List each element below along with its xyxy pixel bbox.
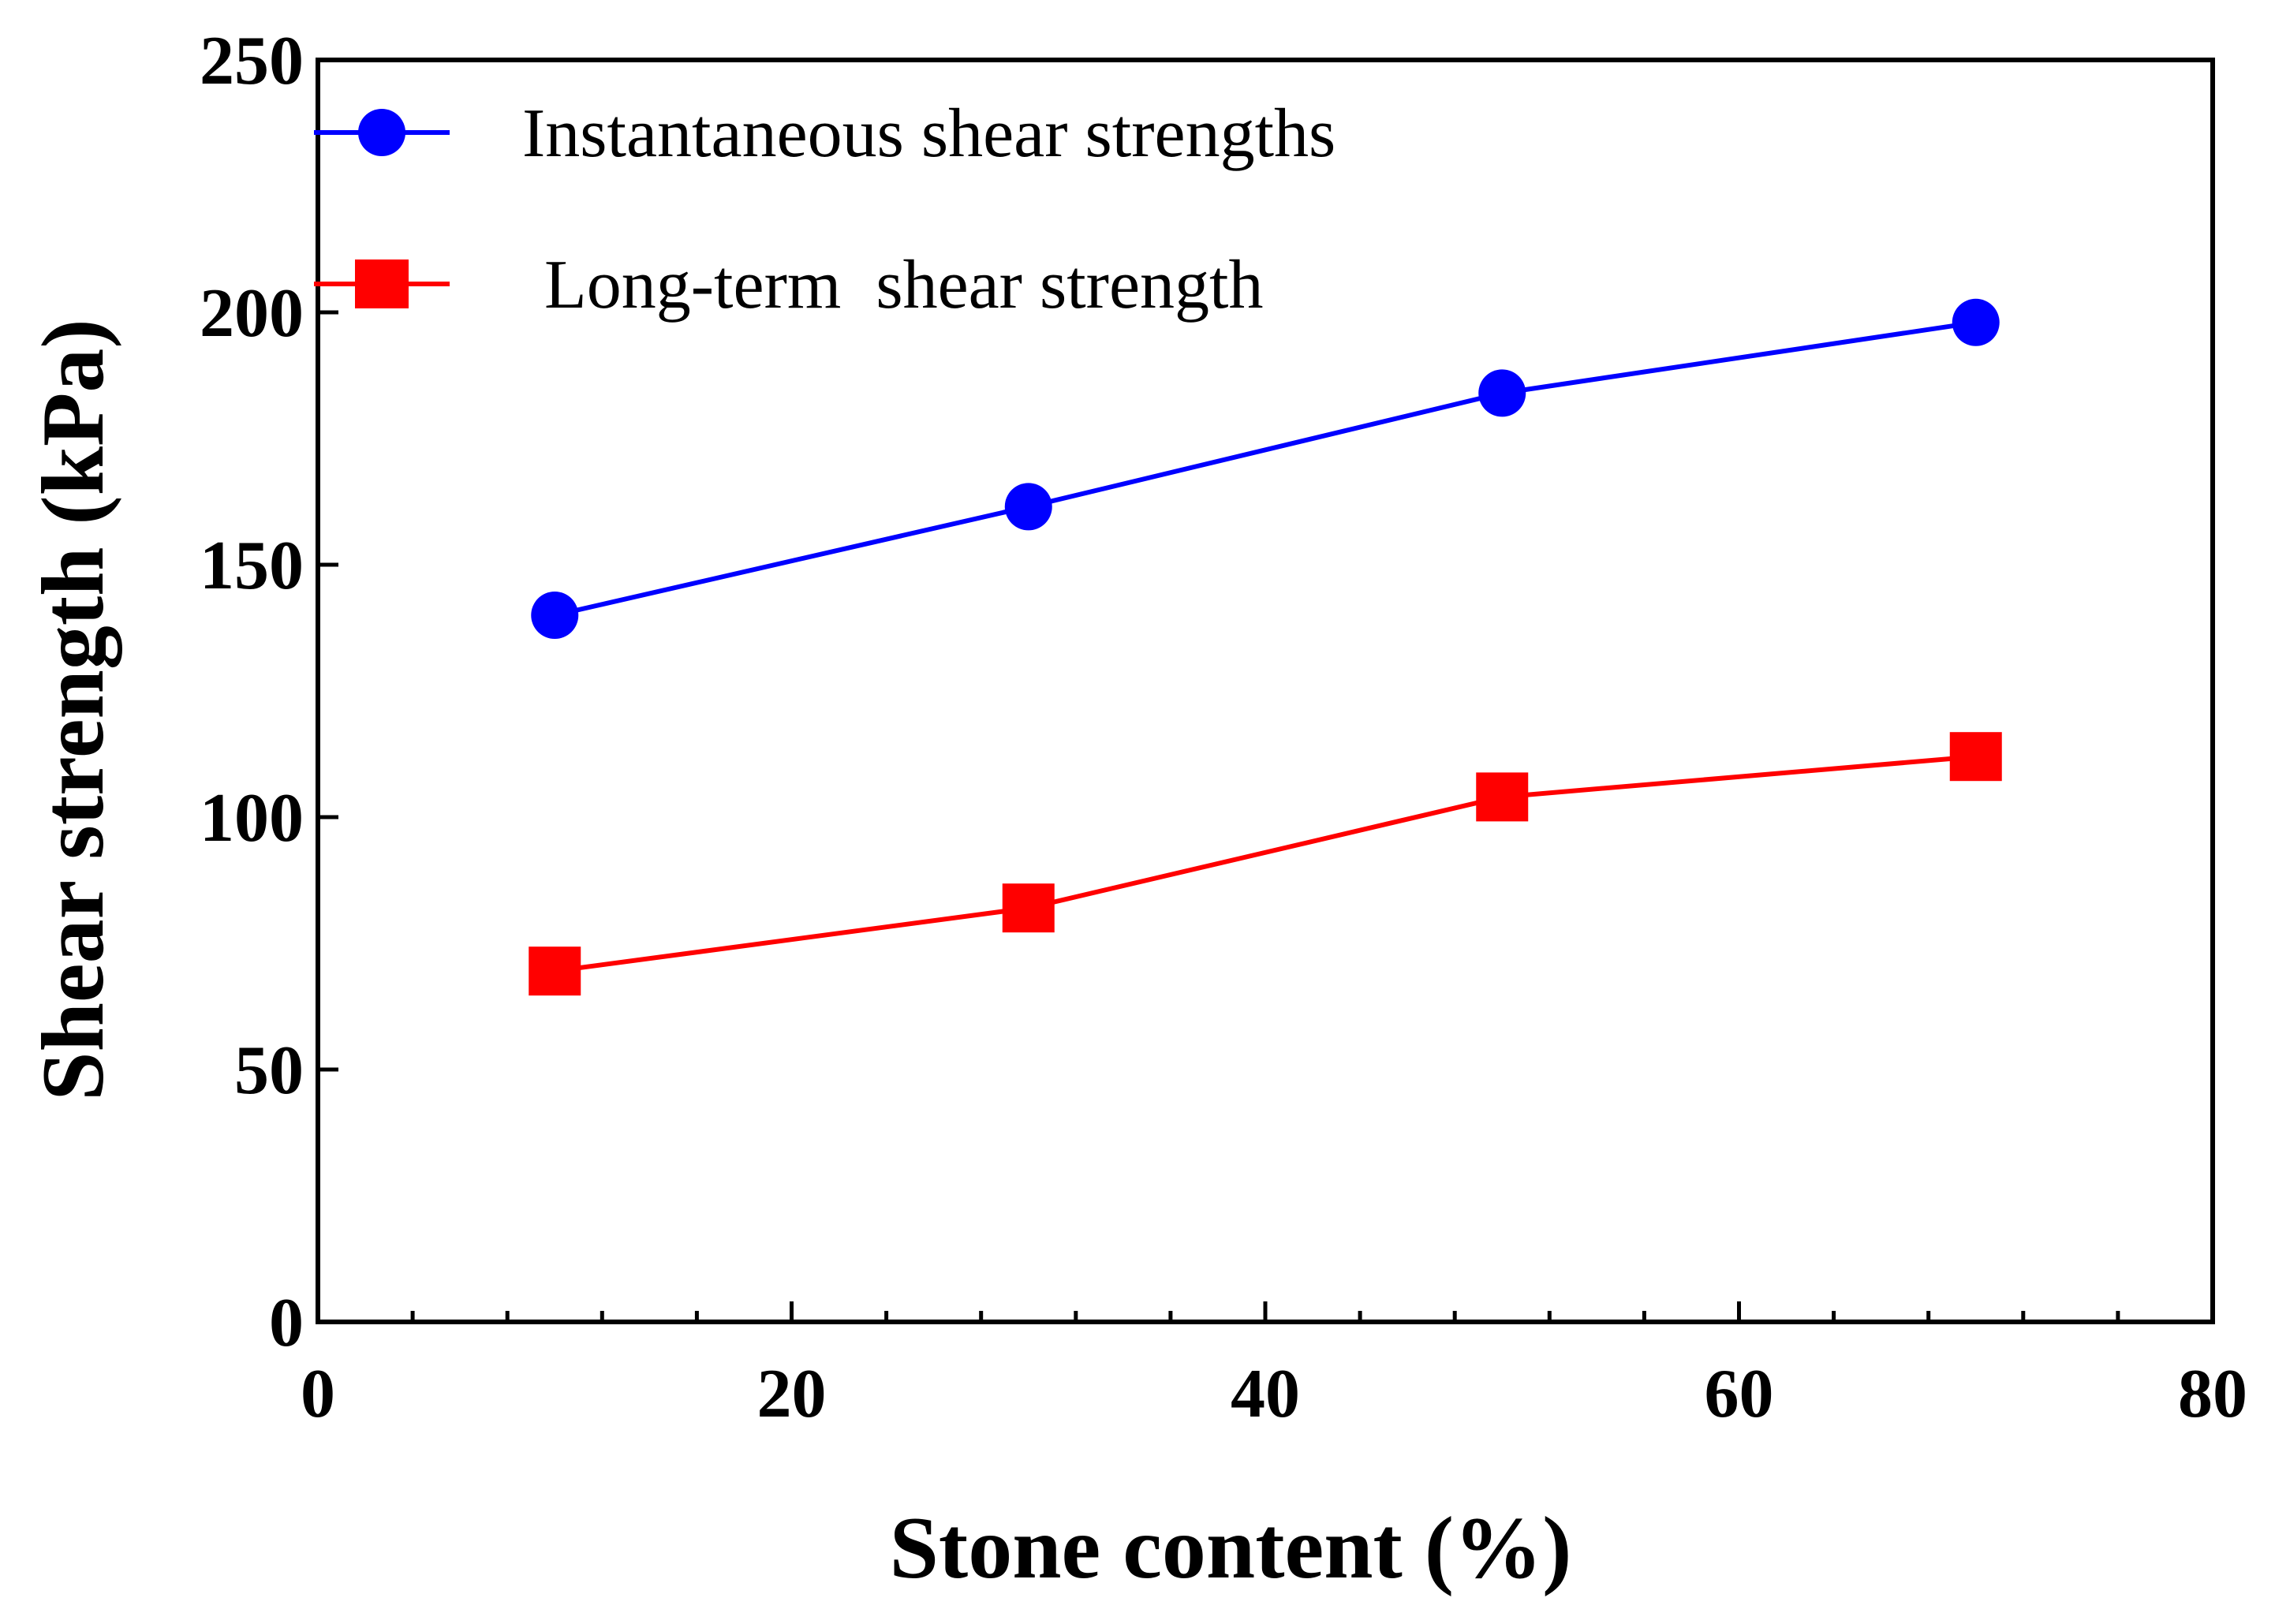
legend-label-1: Instantaneous shear strengths — [522, 95, 1335, 172]
legend-label-2: Long-term shear strength — [544, 247, 1264, 323]
x-tick-label: 40 — [1231, 1356, 1300, 1432]
x-tick-label: 80 — [2178, 1356, 2247, 1432]
series-1-point — [1478, 369, 1526, 417]
series-2-point — [1949, 732, 2002, 782]
series-2-point — [529, 946, 581, 996]
series-1-point — [1952, 298, 2000, 346]
x-tick-label: 20 — [757, 1356, 827, 1432]
series-1-point — [1004, 483, 1052, 531]
x-tick-label: 0 — [301, 1356, 335, 1432]
y-axis-title: Shear strength (kPa) — [24, 319, 122, 1100]
axis-ticks: 0 50 100 150 200 250 0 20 40 60 80 — [200, 23, 2247, 1432]
y-tick-label: 0 — [269, 1285, 304, 1361]
series-line-2 — [554, 754, 1977, 974]
legend: Instantaneous shear strengths Long-term s… — [314, 95, 1335, 323]
y-tick-label: 250 — [200, 23, 304, 99]
series-2-point — [1002, 883, 1055, 933]
x-tick-label: 60 — [1705, 1356, 1774, 1432]
y-tick-label: 150 — [200, 528, 304, 604]
plot-frame — [316, 58, 2215, 1324]
legend-marker-2 — [355, 259, 409, 308]
series-line-1 — [554, 319, 1977, 618]
y-tick-label: 200 — [200, 275, 304, 352]
y-tick-label: 100 — [200, 780, 304, 857]
series-1-point — [531, 592, 579, 639]
legend-marker-1 — [358, 109, 405, 156]
y-tick-label: 50 — [234, 1032, 304, 1109]
data-series — [529, 298, 2002, 996]
series-2-point — [1476, 772, 1529, 822]
x-axis-title: Stone content (%) — [890, 1499, 1572, 1597]
